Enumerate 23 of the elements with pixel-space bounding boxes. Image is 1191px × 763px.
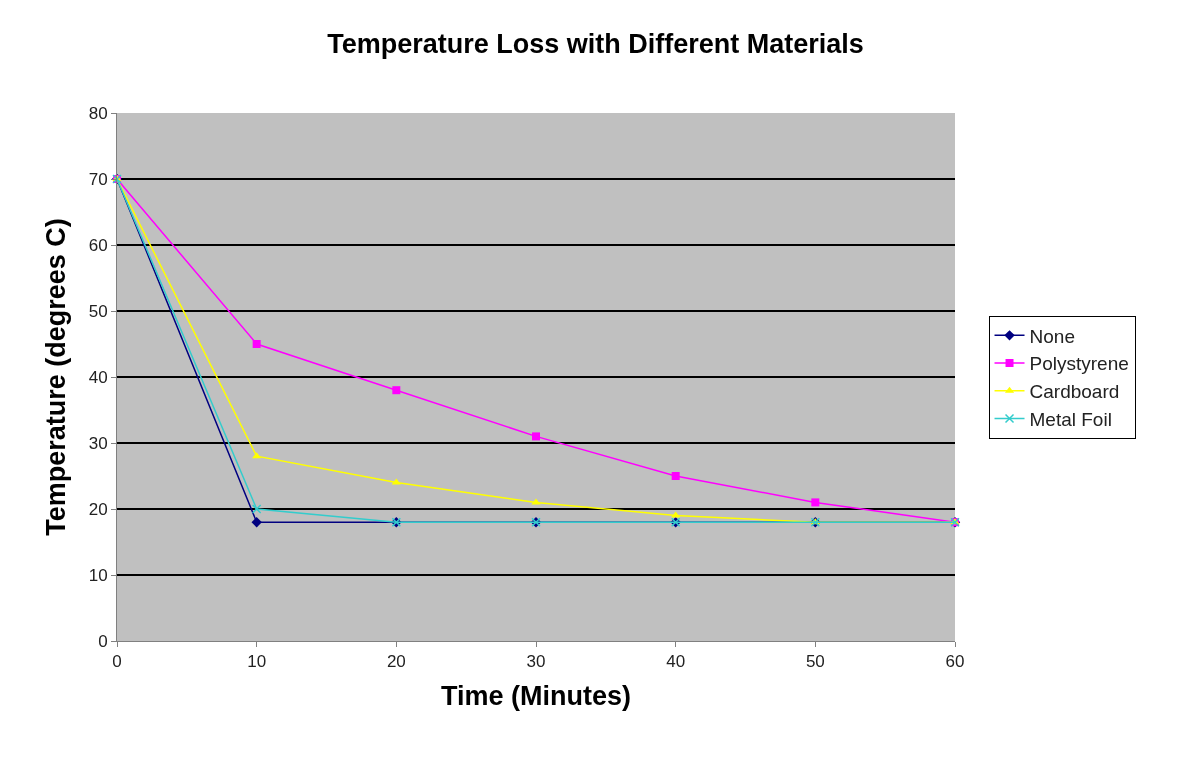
y-tick-label: 60 <box>88 235 108 255</box>
chart-title: Temperature Loss with Different Materials <box>327 29 864 60</box>
y-tick-label: 20 <box>88 499 108 519</box>
y-tick-label: 40 <box>88 367 108 387</box>
y-tick-label: 30 <box>88 433 108 453</box>
y-tick-label: 10 <box>88 565 108 585</box>
x-axis-title: Time (Minutes) <box>440 680 632 711</box>
x-tick-label: 60 <box>945 652 965 672</box>
legend-label: Polystyrene <box>1029 353 1129 375</box>
x-tick-label: 50 <box>805 652 825 672</box>
x-tick-label: 40 <box>666 652 686 672</box>
x-tick-label: 20 <box>386 652 406 672</box>
y-tick-label: 80 <box>88 103 108 123</box>
y-tick-label: 0 <box>98 631 108 651</box>
legend-label: Cardboard <box>1029 381 1120 403</box>
y-axis-title: Temperature (degrees C) <box>40 218 71 536</box>
y-tick-label: 50 <box>88 301 108 321</box>
x-tick-label: 30 <box>526 652 546 672</box>
y-tick-label: 70 <box>88 169 108 189</box>
x-tick-label: 0 <box>112 652 122 672</box>
legend-label: None <box>1029 325 1075 347</box>
x-tick-label: 10 <box>247 652 267 672</box>
legend-label: Metal Foil <box>1029 408 1112 430</box>
